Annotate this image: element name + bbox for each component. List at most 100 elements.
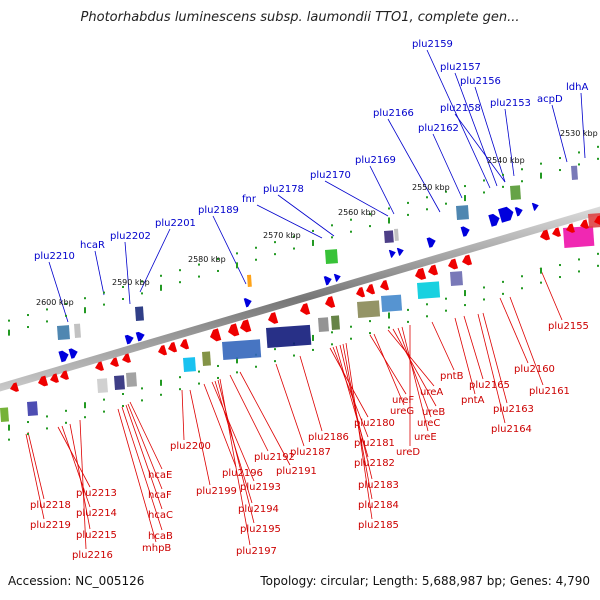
forward-gene-arrow [388,249,396,258]
scale-tick [141,280,143,283]
gene-label: plu2178 [263,184,304,195]
feature-block [201,351,211,366]
feature-block [266,324,312,348]
scale-tick [217,257,219,260]
scale-tick [141,387,143,390]
scale-tick [217,269,219,272]
gene-label: plu2162 [418,123,459,134]
leader-line [94,250,105,296]
gene-label: plu2158 [440,103,481,114]
feature-block [456,205,469,220]
leader-line [229,374,269,452]
scale-tick [369,225,371,228]
leader-line [219,378,251,546]
scale-tick [160,284,162,291]
scale-tick [8,424,10,431]
gene-label: plu2185 [358,520,399,531]
scale-tick [369,213,371,216]
scale-tick [426,208,428,211]
features-layer [0,165,600,422]
gene-label: plu2216 [72,550,113,561]
gene-label: ureA [420,387,443,398]
scale-label: 2550 kbp [412,183,450,192]
genome-info-text: Topology: circular; Length: 5,688,987 bp… [260,574,590,588]
scale-tick [540,172,542,179]
scale-tick [369,332,371,335]
scale-tick [84,402,86,409]
scale-tick [27,433,29,436]
leader-line [504,108,515,177]
gene-label: plu2187 [290,447,331,458]
feature-block [325,249,338,264]
scale-tick [236,262,238,269]
leader-line [477,313,506,424]
scale-tick [350,230,352,233]
leader-line [181,389,185,441]
scale-tick [483,179,485,182]
scale-tick [8,438,10,441]
accession-text: Accession: NC_005126 [8,574,145,588]
scale-tick [597,264,599,267]
scale-tick [540,267,542,274]
leader-line [369,334,407,395]
feature-block [331,315,340,330]
gene-label: plu2163 [493,404,534,415]
gene-label: plu2164 [491,424,532,435]
scale-tick [274,241,276,244]
leader-line [332,346,369,438]
leader-line [373,333,405,406]
gene-label: ureF [392,395,414,406]
gene-label: plu2189 [198,205,239,216]
feature-block [318,317,329,332]
scale-tick [141,399,143,402]
scale-tick [388,217,390,224]
genome-backbone [0,206,600,392]
gene-label: ureE [414,432,437,443]
feature-block [394,228,399,241]
scale-tick [578,163,580,166]
scale-tick [103,291,105,294]
scale-tick [559,276,561,279]
gene-label: ureC [417,418,440,429]
scale-tick [255,246,257,249]
gene-label: plu2161 [529,386,570,397]
reverse-gene-arrow [428,264,439,276]
leader-line [127,403,163,490]
scale-tick [521,180,523,183]
scale-tick [122,404,124,407]
scale-tick [274,348,276,351]
gene-label: plu2182 [354,458,395,469]
feature-block [135,306,144,321]
leader-line [454,72,498,187]
gene-label: hcaC [148,510,173,521]
leader-line [239,371,291,466]
leader-line [392,328,437,407]
gene-label: plu2218 [30,500,71,511]
leader-line [203,383,237,468]
scale-tick [331,343,333,346]
scale-tick [293,354,295,357]
leader-line [509,296,544,386]
gene-label: plu2213 [76,488,117,499]
gene-label: plu2153 [490,98,531,109]
scale-tick [559,264,561,267]
scale-label: 2580 kbp [188,255,226,264]
leader-line [189,389,211,486]
scale-label: 2570 kbp [263,231,301,240]
forward-gene-arrow [58,350,69,363]
scale-tick [578,258,580,261]
gene-label: fnr [242,194,257,205]
scale-tick [350,337,352,340]
scale-tick [331,331,333,334]
leader-line [387,329,435,387]
scale-label: 2590 kbp [112,278,150,287]
gene-label: plu2169 [355,155,396,166]
forward-gene-arrow [68,348,78,359]
feature-block [74,323,81,338]
feature-block [114,375,125,390]
leader-line [299,355,323,432]
scale-tick [483,286,485,289]
scale-tick [103,398,105,401]
scale-tick [407,308,409,311]
feature-block [417,281,441,299]
